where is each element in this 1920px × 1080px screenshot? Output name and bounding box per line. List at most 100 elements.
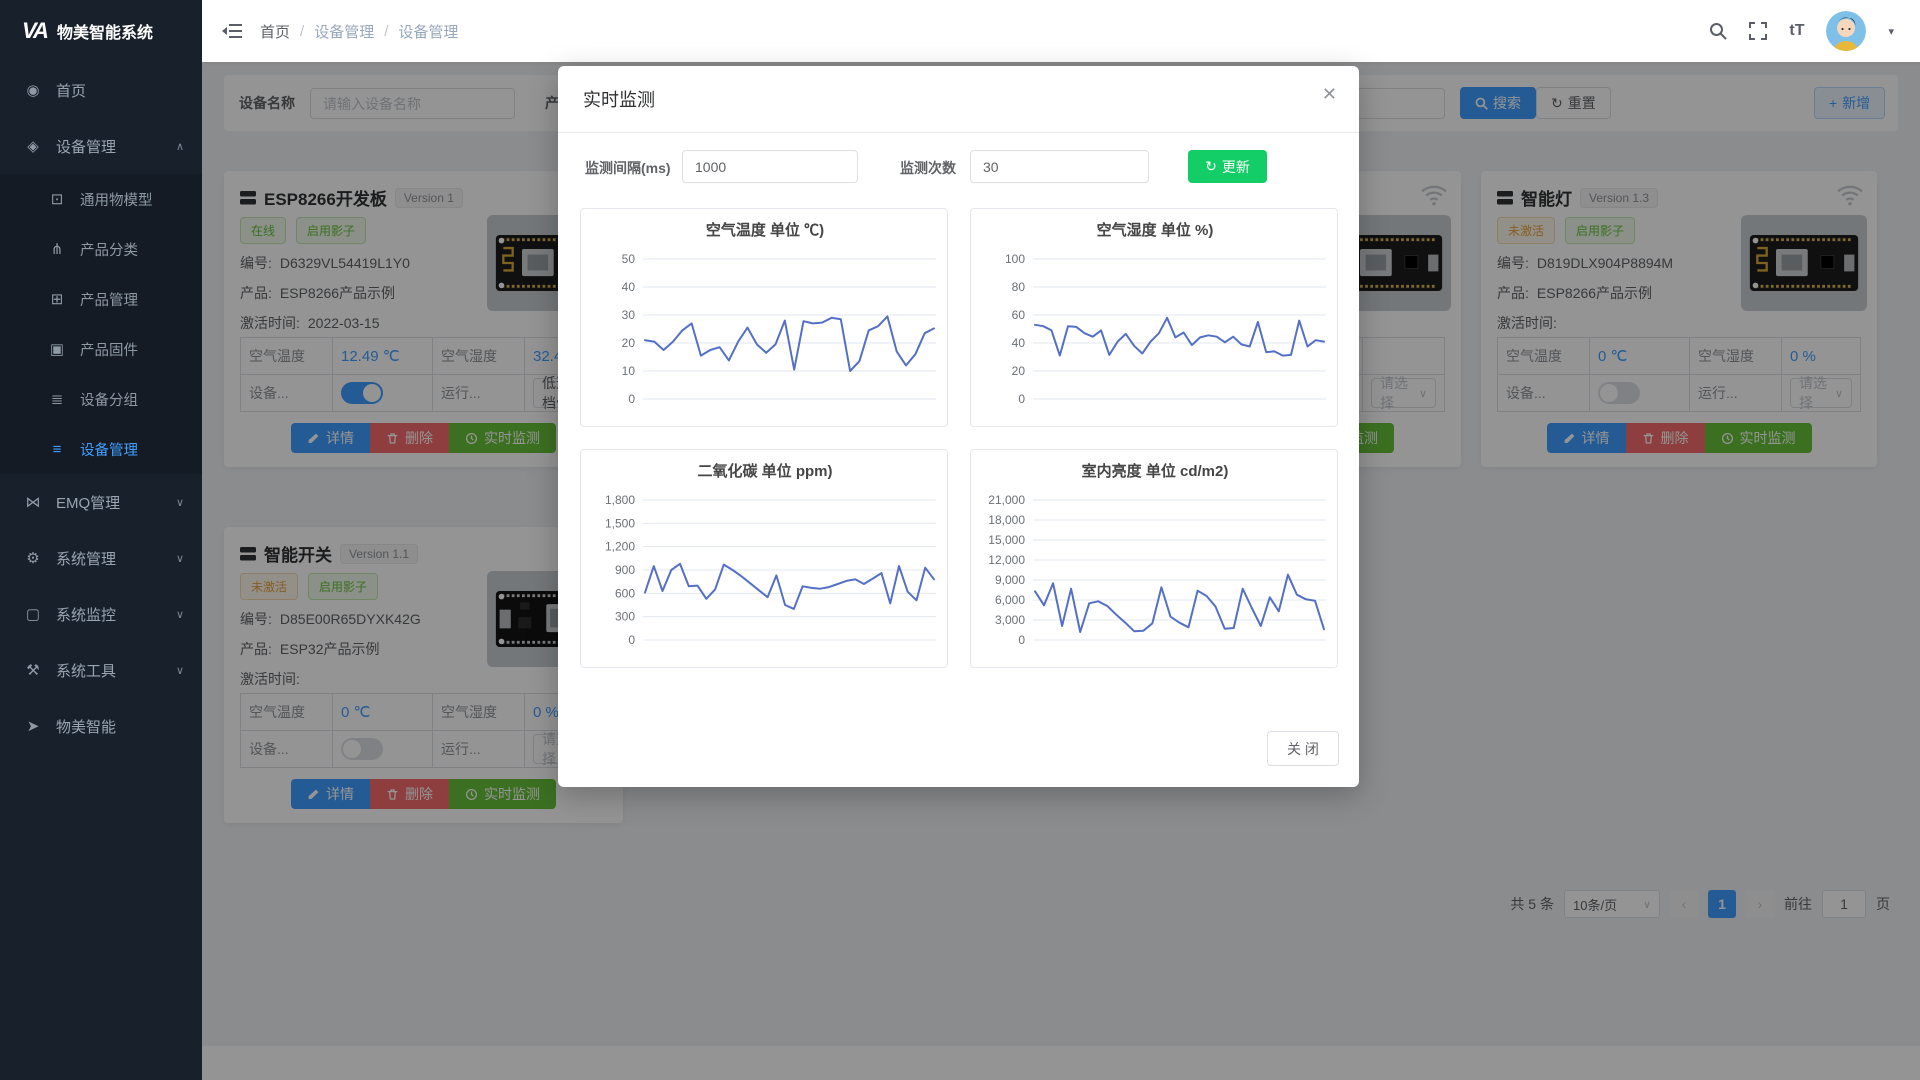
page-suffix: 页: [1876, 896, 1890, 912]
sidebar-item-thing-model[interactable]: ⊡ 通用物模型: [0, 174, 202, 224]
svg-text:二氧化碳 单位 ppm): 二氧化碳 单位 ppm): [698, 462, 833, 480]
search-button[interactable]: 搜索: [1460, 87, 1536, 119]
font-size-icon[interactable]: tT: [1789, 22, 1805, 39]
status-badge: 未激活: [240, 573, 299, 600]
device-title: 智能开关: [264, 546, 332, 565]
status-badge: 未激活: [1497, 217, 1556, 244]
footer-strip: [202, 1046, 1920, 1080]
detail-button[interactable]: 详情: [1546, 423, 1626, 453]
logo-icon: VA: [22, 18, 49, 43]
chevron-down-icon: ∨: [175, 664, 184, 677]
telemetry-table: 空气温度 12.49 ℃ 空气湿度 32.49 % 设备... 运行... 低速…: [240, 337, 607, 412]
svg-text:空气湿度 单位 %): 空气湿度 单位 %): [1097, 221, 1214, 239]
sidebar-item-system-tools[interactable]: ⚒ 系统工具 ∨: [0, 642, 202, 698]
svg-text:1,500: 1,500: [605, 516, 635, 530]
next-page-button[interactable]: ›: [1746, 890, 1774, 918]
chevron-up-icon: ∧: [175, 140, 184, 153]
svg-text:30: 30: [622, 308, 636, 322]
sidebar-item-wumei-smart[interactable]: ➤ 物美智能: [0, 698, 202, 754]
sidebar-item-emq[interactable]: ⋈ EMQ管理 ∨: [25, 494, 185, 512]
sidebar-item-system-monitor[interactable]: ▢ 系统监控 ∨: [25, 606, 184, 624]
svg-text:1,800: 1,800: [605, 493, 635, 507]
detail-button[interactable]: 详情: [291, 779, 370, 809]
page-size-select[interactable]: 10条/页 ∨: [1564, 890, 1660, 918]
chart-co2: 0 300 600 900 1,200 1,500 1,800 二氧化碳 单位 ppm): [580, 449, 948, 668]
device-list-icon: ≡: [52, 440, 62, 458]
gear-select[interactable]: 请选择∨: [1371, 375, 1436, 411]
search-icon[interactable]: [1709, 22, 1728, 40]
realtime-monitor-button[interactable]: 实时监测: [1704, 423, 1812, 453]
trash-icon: [1643, 432, 1653, 444]
wifi-icon: [1421, 185, 1447, 206]
prev-page-button[interactable]: ‹: [1670, 890, 1698, 918]
device-toggle[interactable]: [1598, 382, 1640, 404]
realtime-monitor-button[interactable]: 实时监测: [449, 423, 556, 453]
svg-text:0: 0: [628, 633, 635, 647]
version-tag: Version 1.1: [340, 543, 419, 564]
sidebar-fold-icon[interactable]: [222, 23, 242, 39]
svg-text:300: 300: [615, 610, 635, 624]
svg-text:6,000: 6,000: [995, 593, 1025, 607]
chart-air-temperature: 0 10 20 30 40 50 空气温度 单位 ℃): [580, 208, 948, 427]
server-icon: [240, 190, 256, 204]
fullscreen-icon[interactable]: [1749, 22, 1768, 40]
app-title: 物美智能系统: [56, 25, 153, 42]
add-button[interactable]: + 新增: [1814, 87, 1886, 119]
breadcrumb-home[interactable]: 首页: [260, 23, 291, 41]
svg-text:40: 40: [622, 280, 636, 294]
chevron-down-icon: ∨: [1834, 387, 1843, 400]
chip-icon: ▣: [49, 341, 65, 358]
realtime-monitor-button[interactable]: 实时监测: [449, 779, 556, 809]
svg-text:0: 0: [1018, 392, 1025, 406]
sidebar-item-device-group[interactable]: ≣ 设备分组: [0, 374, 202, 424]
sidebar-item-firmware[interactable]: ▣ 产品固件: [49, 341, 138, 359]
delete-button[interactable]: 删除: [370, 423, 449, 453]
delete-button[interactable]: 删除: [370, 779, 449, 809]
sidebar-item-product-category[interactable]: ⋔ 产品分类: [0, 224, 202, 274]
tools-icon: ⚒: [26, 662, 40, 679]
gear-select[interactable]: 请选择∨: [1790, 375, 1852, 411]
svg-text:60: 60: [1012, 308, 1026, 322]
grid-icon: ⊞: [50, 291, 64, 308]
sidebar-item-device-mgmt[interactable]: ◈ 设备管理 ∧: [0, 118, 202, 174]
svg-text:21,000: 21,000: [988, 493, 1025, 507]
update-button[interactable]: ↻ 更新: [1188, 150, 1267, 183]
sidebar-item-home[interactable]: ◉ 首页: [0, 62, 202, 118]
line-chart: 0 10 20 30 40 50 空气温度 单位 ℃): [622, 221, 936, 406]
emq-icon: ⋈: [25, 494, 41, 511]
sidebar-item-device-list[interactable]: ≡ 设备管理: [0, 424, 202, 474]
send-icon: ➤: [26, 718, 40, 735]
detail-button[interactable]: 详情: [291, 423, 370, 453]
svg-text:100: 100: [1005, 252, 1025, 266]
chart-air-humidity: 0 20 40 60 80 100 空气湿度 单位 %): [970, 208, 1338, 427]
device-sn: D6329VL54419L1Y0: [279, 255, 410, 271]
delete-button[interactable]: 删除: [1625, 423, 1705, 453]
category-tree-icon: ⋔: [50, 241, 64, 258]
avatar[interactable]: [1826, 11, 1867, 51]
chevron-down-icon: ∨: [175, 496, 184, 509]
sidebar-item-system-mgmt[interactable]: ⚙ 系统管理 ∨: [0, 530, 202, 586]
svg-text:20: 20: [1012, 364, 1026, 378]
realtime-monitor-modal: 实时监测 ✕ 监测间隔(ms) 监测次数 ↻ 更新 0 10 20 30 40 50 空气温…: [558, 66, 1359, 787]
close-icon[interactable]: ✕: [1321, 84, 1337, 104]
breadcrumb-level1[interactable]: 设备管理: [314, 23, 375, 41]
device-product: ESP8266产品示例: [279, 285, 396, 301]
refresh-icon: ↻: [1205, 158, 1217, 174]
chevron-down-icon: ∨: [1642, 898, 1651, 911]
chevron-down-icon: ∨: [175, 608, 184, 621]
device-name-input[interactable]: [310, 88, 515, 119]
svg-text:1,200: 1,200: [605, 540, 635, 554]
reset-button[interactable]: ↻ 重置: [1536, 87, 1611, 119]
caret-down-icon[interactable]: ▾: [1888, 25, 1894, 38]
device-toggle[interactable]: [341, 382, 383, 404]
goto-page-input[interactable]: [1822, 890, 1866, 918]
modal-close-button[interactable]: 关 闭: [1267, 731, 1339, 766]
breadcrumb-current: 设备管理: [398, 23, 459, 41]
count-input[interactable]: [970, 150, 1149, 183]
device-toggle[interactable]: [341, 738, 383, 760]
sidebar-item-product-mgmt[interactable]: ⊞ 产品管理: [0, 274, 202, 324]
interval-input[interactable]: [682, 150, 858, 183]
page-number-1[interactable]: 1: [1708, 890, 1736, 918]
device-title: 智能灯: [1521, 190, 1572, 209]
svg-text:80: 80: [1012, 280, 1026, 294]
